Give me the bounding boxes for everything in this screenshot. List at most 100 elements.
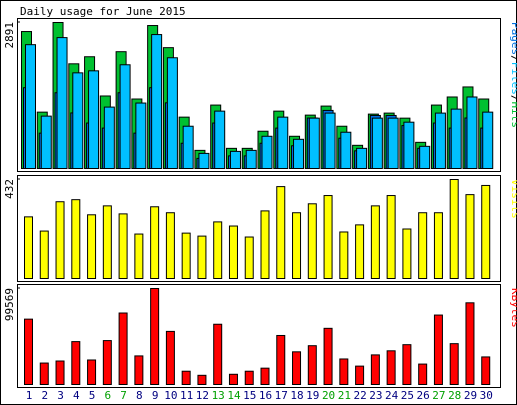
bar [166,57,178,170]
bar [228,225,238,279]
bar [355,224,365,279]
bar [449,343,459,386]
bar [55,360,65,386]
x-tick-label: 14 [227,389,241,402]
x-tick-label: 11 [180,389,193,402]
bar [324,112,336,169]
bar [40,115,52,169]
bar [277,116,289,169]
legend-entry: Visits [509,179,517,219]
legend: Visits [509,179,517,219]
bar [55,201,65,280]
bar [307,345,317,385]
bar [292,351,302,385]
bar [151,34,163,170]
x-tick-label: 24 [385,389,399,402]
bar [370,205,380,280]
bar [356,147,368,170]
legend-entry: Files [509,62,517,95]
panel [17,284,501,388]
bar [150,206,160,279]
bar [260,210,270,279]
bar [197,374,207,386]
bar [481,356,491,385]
bar [228,373,238,385]
x-tick-label: 22 [353,389,366,402]
bar [118,213,128,279]
bar [181,370,191,385]
bar [24,318,33,385]
legend-entry: Hits [509,102,517,129]
x-tick-label: 17 [275,389,288,402]
y-tick-label: 2891 [3,22,16,49]
bar [213,323,223,385]
bar [465,194,475,279]
x-tick-label: 6 [105,389,112,402]
x-tick-label: 1 [26,389,33,402]
bar [323,327,333,385]
bar [402,344,412,385]
bar [24,216,33,280]
x-tick-label: 13 [212,389,225,402]
bar [103,106,115,170]
bar [308,117,320,169]
y-tick-label: 99569 [3,288,16,321]
x-tick-label: 3 [57,389,64,402]
bar [276,334,286,386]
x-tick-label: 23 [369,389,382,402]
bar [88,70,100,169]
bar [465,302,475,386]
bar [165,330,175,385]
bar [181,232,191,279]
x-tick-label: 26 [417,389,430,402]
bar [450,108,462,169]
bar [39,230,49,279]
bar [433,212,443,280]
bar [418,363,428,386]
x-tick-label: 19 [306,389,319,402]
bar [387,117,399,169]
bar [214,110,226,170]
x-tick-label: 16 [259,389,272,402]
y-tick-label: 432 [3,179,16,199]
x-tick-label: 5 [89,389,96,402]
bar [182,125,194,169]
bar [39,362,49,385]
bar [87,359,97,385]
bar [150,288,160,385]
legend: Pages/Files/Hits [509,22,517,128]
bar [449,179,459,279]
bar [71,341,81,386]
legend: KBytes [509,288,517,328]
legend-separator: / [509,55,517,62]
x-tick-label: 8 [136,389,143,402]
x-tick-label: 9 [152,389,159,402]
x-tick-label: 28 [448,389,461,402]
bar [197,235,207,280]
bar [292,212,302,280]
x-tick-label: 12 [196,389,209,402]
bar [56,37,68,170]
bar [403,121,415,169]
x-tick-label: 15 [243,389,256,402]
bar [87,214,97,280]
bar [102,205,112,280]
bar [433,314,443,385]
bar [198,152,210,170]
x-tick-label: 21 [338,389,351,402]
x-tick-label: 29 [464,389,477,402]
x-tick-label: 25 [401,389,414,402]
bar [276,186,286,280]
bar [482,111,494,170]
legend-entry: Pages [509,22,517,55]
legend-separator: / [509,95,517,102]
bar [293,138,305,170]
bar [25,44,36,170]
chart-title: Daily usage for June 2015 [20,5,186,18]
bar [370,354,380,385]
x-tick-label: 10 [164,389,177,402]
bar [466,96,478,169]
bar [229,150,241,170]
bar [260,367,270,385]
